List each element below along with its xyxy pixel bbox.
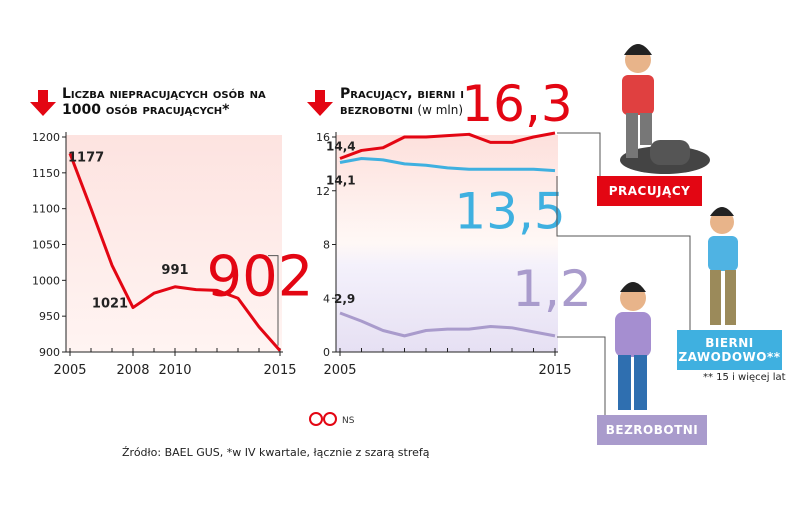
illustration-unemployed (615, 282, 651, 410)
connector (557, 336, 606, 415)
connector (268, 255, 279, 346)
logo-icon (309, 412, 323, 426)
data-label: 16,3 (461, 75, 572, 133)
y-tick-label: 1000 (32, 274, 60, 287)
y-tick-label: 1150 (32, 167, 60, 180)
data-label: 14,4 (326, 140, 356, 154)
title-box: Liczba niepracujących osób na 1000 osób … (62, 86, 266, 118)
y-tick-label: 16 (316, 131, 330, 144)
chart-title: Liczba niepracujących osób na 1000 osób … (62, 86, 266, 118)
y-tick-label: 4 (323, 292, 330, 305)
logo-icon (323, 412, 337, 426)
y-tick-label: 8 (323, 239, 330, 252)
arrow-icon (307, 90, 333, 116)
title-box: Pracujący, bierni i bezrobotni (w mln) (340, 86, 540, 118)
x-tick-label: 2005 (323, 363, 356, 378)
data-line (339, 157, 556, 173)
illustration-worker (620, 44, 710, 174)
y-tick-label: 950 (39, 310, 60, 323)
source: Źródło: BAEL GUS, *w IV kwartale, łączni… (122, 446, 430, 459)
legend-entry: BIERNI ZAWODOWO** (677, 330, 782, 370)
connector (557, 132, 601, 176)
x-tick-label: 2015 (538, 363, 571, 378)
title-group: Pracujący, bierni i bezrobotni (w mln) (340, 86, 540, 118)
data-label: 1177 (68, 150, 104, 165)
logo-text: NS (342, 416, 355, 426)
data-line (68, 152, 282, 352)
data-line (339, 131, 556, 160)
y-tick-label: 1100 (32, 203, 60, 216)
footnote: ** 15 i więcej lat (703, 372, 786, 383)
x-tick-label: 2005 (53, 363, 86, 378)
y-tick-label: 1200 (32, 131, 60, 144)
y-tick-label: 1050 (32, 239, 60, 252)
illustration-inactive (708, 207, 738, 325)
chart-subtitle: (w mln) (417, 103, 464, 117)
x-tick-label: 2010 (158, 363, 191, 378)
y-tick-label: 0 (323, 346, 330, 359)
data-label: 902 (207, 245, 314, 310)
plot-background (66, 135, 282, 352)
x-tick-label: 2008 (116, 363, 149, 378)
data-label: 991 (161, 263, 188, 278)
y-tick-label: 900 (39, 346, 60, 359)
data-label: 13,5 (454, 183, 565, 241)
data-label: 1,2 (512, 260, 592, 318)
data-line (339, 311, 556, 338)
plot-background (336, 135, 558, 352)
data-label: 2,9 (334, 292, 355, 306)
connector (556, 176, 691, 330)
legend-entry: PRACUJĄCY (597, 176, 702, 206)
y-tick-label: 12 (316, 185, 330, 198)
x-tick-label: 2015 (263, 363, 296, 378)
data-label: 1021 (92, 296, 128, 311)
data-label: 14,1 (326, 174, 356, 188)
chart-title: Pracujący, bierni i bezrobotni (340, 86, 464, 118)
legend-entry: BEZROBOTNI (597, 415, 707, 445)
arrow-icon (30, 90, 56, 116)
